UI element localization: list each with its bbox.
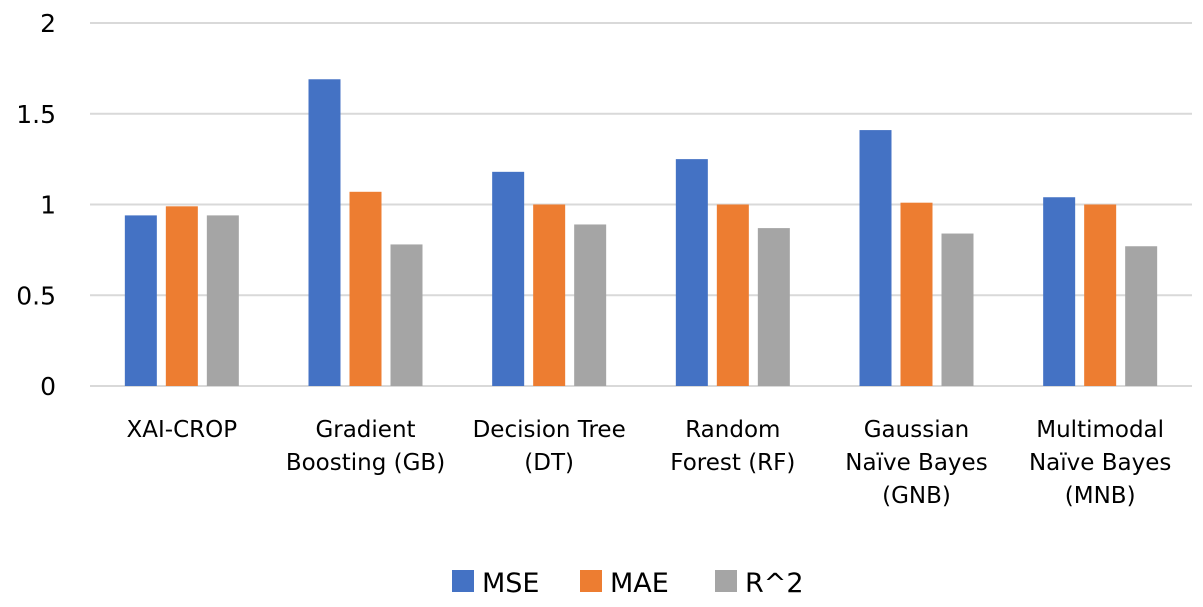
x-category-label: Decision Tree (DT): [473, 417, 626, 476]
x-category-label: XAI-CROP: [127, 417, 238, 443]
legend-swatch: [715, 570, 737, 592]
bar-r2: [206, 215, 239, 386]
legend-label: MSE: [482, 568, 540, 599]
legend: MSE MAE R^2: [452, 568, 804, 599]
bars: [124, 79, 1158, 386]
y-tick-label: 0: [40, 372, 56, 401]
legend-item: MAE: [580, 568, 669, 599]
bar-mse: [859, 130, 892, 386]
bar-mae: [533, 204, 566, 386]
x-category-label: Gradient Boosting (GB): [286, 417, 445, 476]
gridlines: [90, 22, 1192, 387]
bar-mae: [165, 206, 198, 386]
bar-mse: [492, 171, 525, 386]
y-axis-ticks: 0 0.5 1 1.5 2: [16, 9, 56, 401]
bar-mse: [124, 215, 157, 386]
bar-mae: [716, 204, 749, 386]
bar-r2: [941, 233, 974, 386]
bar-mae: [900, 202, 933, 386]
bar-mse: [675, 159, 708, 386]
x-category-label: Gaussian Naïve Bayes (GNB): [845, 417, 987, 509]
legend-swatch: [452, 570, 474, 592]
bar-r2: [1125, 246, 1158, 386]
x-category-label: Multimodal Naïve Bayes (MNB): [1029, 417, 1171, 509]
x-category-label: Random Forest (RF): [670, 417, 795, 476]
legend-item: R^2: [715, 568, 804, 599]
legend-item: MSE: [452, 568, 540, 599]
legend-label: MAE: [610, 568, 669, 599]
bar-mae: [349, 191, 382, 386]
bar-r2: [390, 244, 423, 386]
y-tick-label: 1: [40, 191, 56, 220]
bar-mse: [308, 79, 341, 386]
x-axis-categories: XAI-CROP Gradient Boosting (GB) Decision Tr…: [127, 417, 1172, 509]
bar-r2: [757, 228, 790, 386]
bar-mse: [1043, 197, 1076, 386]
legend-swatch: [580, 570, 602, 592]
bar-mae: [1084, 204, 1117, 386]
legend-label: R^2: [745, 568, 804, 599]
bar-r2: [574, 224, 607, 386]
y-tick-label: 1.5: [16, 100, 56, 129]
y-tick-label: 0.5: [16, 281, 56, 310]
y-tick-label: 2: [40, 9, 56, 38]
